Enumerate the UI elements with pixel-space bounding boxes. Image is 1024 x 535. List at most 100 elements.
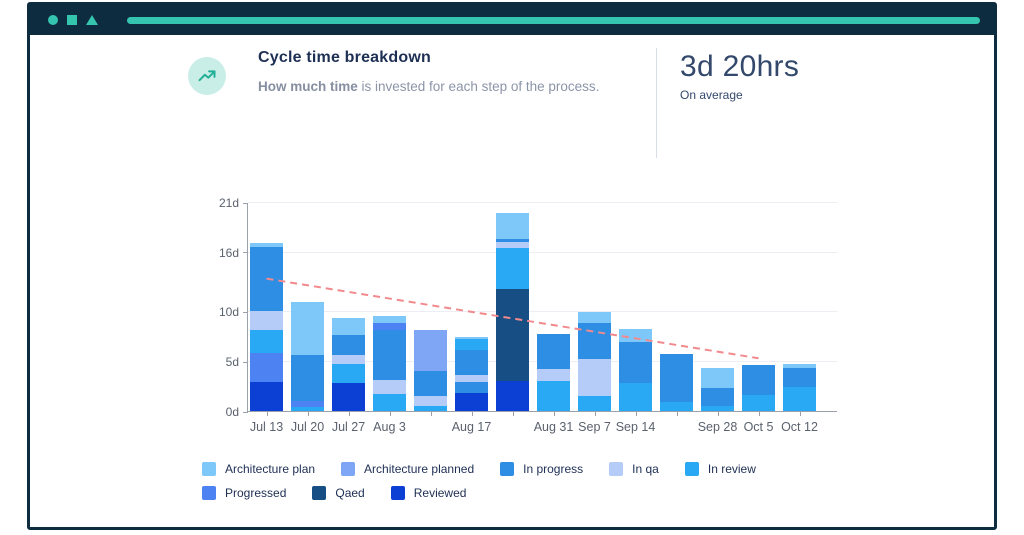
x-axis-tick bbox=[512, 412, 514, 416]
bar[interactable] bbox=[332, 318, 365, 411]
bar-segment[interactable] bbox=[373, 330, 406, 381]
bar-segment[interactable] bbox=[496, 288, 529, 382]
legend-row: Progressed Qaed Reviewed bbox=[202, 486, 842, 500]
bar-segment[interactable] bbox=[783, 387, 816, 411]
legend-item-progressed[interactable]: Progressed bbox=[202, 486, 286, 500]
bar-segment[interactable] bbox=[332, 383, 365, 411]
address-bar[interactable] bbox=[127, 16, 980, 24]
bar-segment[interactable] bbox=[578, 359, 611, 397]
bar-segment[interactable] bbox=[455, 382, 488, 394]
bar[interactable] bbox=[537, 334, 570, 411]
bar-segment[interactable] bbox=[373, 323, 406, 331]
vertical-divider bbox=[656, 48, 657, 158]
bar-segment[interactable] bbox=[250, 246, 283, 312]
bar-segment[interactable] bbox=[742, 365, 775, 396]
bar-segment[interactable] bbox=[496, 381, 529, 411]
bar-segment[interactable] bbox=[291, 355, 324, 402]
bar[interactable] bbox=[578, 312, 611, 411]
legend-item-in-qa[interactable]: In qa bbox=[609, 462, 659, 476]
bar-segment[interactable] bbox=[660, 354, 693, 403]
legend-item-qaed[interactable]: Qaed bbox=[312, 486, 365, 500]
bar-segment[interactable] bbox=[660, 402, 693, 411]
bar-segment[interactable] bbox=[332, 318, 365, 336]
bar-segment[interactable] bbox=[496, 238, 529, 242]
legend-swatch bbox=[202, 486, 216, 500]
bar-segment[interactable] bbox=[250, 382, 283, 411]
bar-segment[interactable] bbox=[537, 334, 570, 370]
x-axis-label: Sep 7 bbox=[578, 420, 611, 434]
bar[interactable] bbox=[742, 365, 775, 411]
bar-segment[interactable] bbox=[455, 337, 488, 340]
browser-window: Cycle time breakdown How much time is in… bbox=[27, 2, 997, 530]
legend-item-architecture-plan[interactable]: Architecture plan bbox=[202, 462, 315, 476]
bar-segment[interactable] bbox=[496, 247, 529, 289]
x-axis-tick bbox=[266, 412, 268, 416]
legend-swatch bbox=[609, 462, 624, 476]
bar-segment[interactable] bbox=[578, 396, 611, 411]
bar-segment[interactable] bbox=[373, 316, 406, 324]
legend-item-in-review[interactable]: In review bbox=[684, 462, 756, 476]
bar-segment[interactable] bbox=[742, 395, 775, 411]
bar-segment[interactable] bbox=[332, 355, 365, 365]
bar-segment[interactable] bbox=[783, 368, 816, 388]
bar-segment[interactable] bbox=[496, 212, 529, 239]
legend-swatch bbox=[390, 486, 405, 500]
bar[interactable] bbox=[291, 301, 324, 411]
bar-segment[interactable] bbox=[537, 369, 570, 382]
y-axis-tick bbox=[243, 311, 248, 313]
square-icon[interactable] bbox=[67, 15, 77, 25]
bar-segment[interactable] bbox=[455, 393, 488, 411]
bar-segment[interactable] bbox=[414, 396, 447, 407]
bar[interactable] bbox=[496, 212, 529, 411]
bar-segment[interactable] bbox=[455, 339, 488, 351]
legend-label: Progressed bbox=[225, 486, 287, 500]
bar-segment[interactable] bbox=[455, 350, 488, 376]
bar-segment[interactable] bbox=[455, 375, 488, 383]
bar[interactable] bbox=[619, 329, 652, 411]
bar[interactable] bbox=[414, 330, 447, 411]
bar[interactable] bbox=[783, 364, 816, 411]
x-axis-label: Jul 27 bbox=[331, 420, 366, 434]
legend-item-architecture-planned[interactable]: Architecture planned bbox=[341, 462, 474, 476]
bar-segment[interactable] bbox=[332, 364, 365, 384]
circle-icon[interactable] bbox=[48, 15, 58, 25]
bar-segment[interactable] bbox=[578, 312, 611, 324]
legend-swatch bbox=[341, 462, 356, 476]
bar-segment[interactable] bbox=[291, 407, 324, 411]
bar-segment[interactable] bbox=[373, 394, 406, 411]
bar-segment[interactable] bbox=[619, 342, 652, 384]
stat-caption: On average bbox=[680, 88, 743, 102]
bar[interactable] bbox=[250, 242, 283, 411]
bar-segment[interactable] bbox=[250, 242, 283, 247]
bar-segment[interactable] bbox=[250, 330, 283, 354]
bar[interactable] bbox=[455, 337, 488, 411]
legend-item-in-progress[interactable]: In progress bbox=[500, 462, 583, 476]
bar-segment[interactable] bbox=[332, 335, 365, 356]
x-axis-label: Aug 31 bbox=[533, 420, 574, 434]
bar-segment[interactable] bbox=[250, 311, 283, 331]
bar[interactable] bbox=[701, 368, 734, 411]
bar-segment[interactable] bbox=[701, 368, 734, 389]
bar-segment[interactable] bbox=[250, 353, 283, 383]
bar-segment[interactable] bbox=[414, 406, 447, 411]
bar-segment[interactable] bbox=[537, 381, 570, 411]
bar-segment[interactable] bbox=[414, 330, 447, 372]
bar-segment[interactable] bbox=[291, 301, 324, 356]
legend-label: In qa bbox=[632, 462, 659, 476]
bar-segment[interactable] bbox=[578, 323, 611, 360]
bar[interactable] bbox=[373, 316, 406, 411]
bar-segment[interactable] bbox=[373, 380, 406, 395]
x-axis-label: Sep 28 bbox=[697, 420, 738, 434]
bar-segment[interactable] bbox=[619, 329, 652, 343]
bar-segment[interactable] bbox=[783, 364, 816, 369]
bar-segment[interactable] bbox=[701, 406, 734, 411]
triangle-icon[interactable] bbox=[86, 15, 98, 25]
bar-segment[interactable] bbox=[414, 371, 447, 397]
legend-item-reviewed[interactable]: Reviewed bbox=[390, 486, 466, 500]
bar[interactable] bbox=[660, 354, 693, 411]
bar-segment[interactable] bbox=[619, 383, 652, 411]
bar-segment[interactable] bbox=[701, 388, 734, 407]
bar-segment[interactable] bbox=[291, 401, 324, 408]
bar-segment[interactable] bbox=[496, 241, 529, 248]
subtitle-rest: is invested for each step of the process… bbox=[357, 79, 600, 94]
